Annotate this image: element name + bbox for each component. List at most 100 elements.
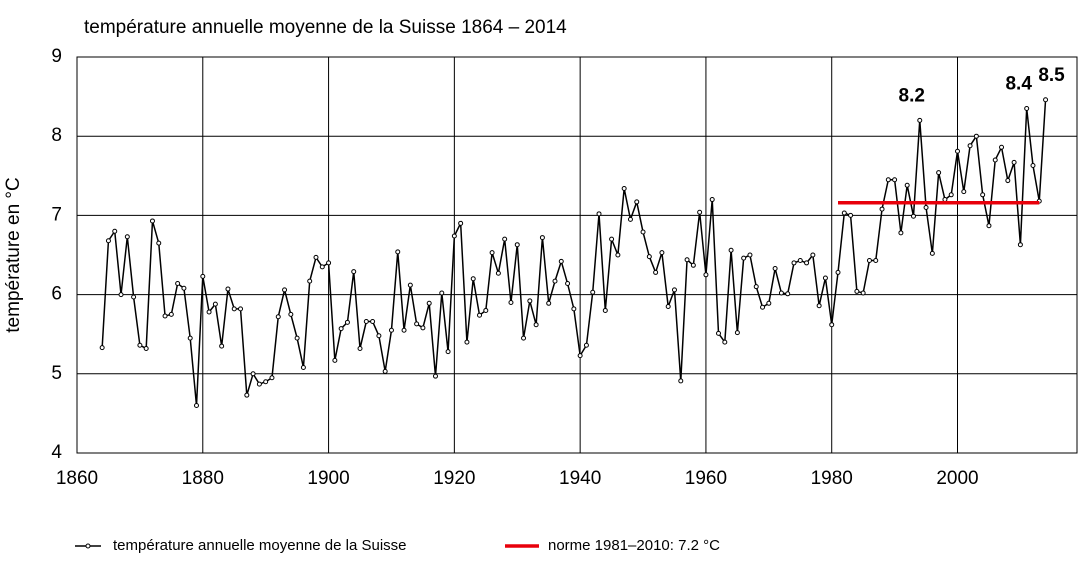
point — [942, 197, 948, 203]
point — [885, 177, 891, 183]
point — [697, 209, 703, 215]
point — [646, 254, 652, 260]
point — [1043, 97, 1049, 103]
annotation: 8.4 — [1005, 73, 1032, 94]
legend-label: norme 1981–2010: 7.2 °C — [548, 537, 720, 554]
point — [980, 192, 986, 198]
point — [269, 375, 275, 381]
point — [848, 212, 854, 218]
point — [716, 330, 722, 336]
x-tick-label: 1900 — [307, 468, 349, 489]
point — [703, 272, 709, 278]
point — [684, 257, 690, 263]
point — [363, 319, 369, 325]
point — [275, 314, 281, 320]
point — [231, 306, 237, 312]
point — [124, 234, 130, 240]
point — [175, 281, 181, 287]
point — [653, 269, 659, 275]
point — [791, 260, 797, 266]
point — [892, 177, 898, 183]
point — [458, 220, 464, 226]
point — [822, 275, 828, 281]
point — [835, 269, 841, 275]
point — [263, 379, 269, 385]
point — [344, 319, 350, 325]
point — [149, 218, 155, 224]
point — [426, 300, 432, 306]
point — [640, 229, 646, 235]
point — [187, 335, 193, 341]
point — [634, 199, 640, 205]
x-tick-label: 1860 — [56, 468, 98, 489]
point — [816, 303, 822, 309]
point — [250, 371, 256, 377]
point — [313, 254, 319, 260]
point — [948, 192, 954, 198]
point — [829, 322, 835, 328]
point — [212, 301, 218, 307]
x-tick-label: 1960 — [685, 468, 727, 489]
point — [690, 262, 696, 268]
point — [772, 265, 778, 271]
point — [602, 307, 608, 313]
point — [206, 309, 212, 315]
point — [1017, 242, 1023, 248]
point — [967, 143, 973, 149]
x-tick-label: 1940 — [559, 468, 601, 489]
point — [917, 117, 923, 123]
point — [904, 182, 910, 188]
point — [986, 223, 992, 229]
point — [627, 216, 633, 222]
point — [143, 345, 149, 351]
annotation: 8.2 — [899, 85, 925, 106]
point — [590, 289, 596, 295]
y-axis-label: température en °C — [3, 177, 24, 332]
y-tick-label: 8 — [51, 125, 62, 146]
point — [225, 286, 231, 292]
point — [99, 345, 105, 351]
y-tick-label: 6 — [51, 284, 62, 305]
point — [923, 204, 929, 210]
legend-label: température annuelle moyenne de la Suiss… — [113, 537, 407, 554]
point — [728, 247, 734, 253]
point — [105, 238, 111, 244]
point — [319, 264, 325, 270]
point — [401, 327, 407, 333]
point — [659, 250, 665, 256]
point — [741, 255, 747, 261]
legend-marker — [85, 543, 91, 549]
point — [747, 252, 753, 258]
point — [332, 357, 338, 363]
point — [282, 287, 288, 293]
point — [785, 291, 791, 297]
chart-title: température annuelle moyenne de la Suiss… — [84, 17, 567, 38]
point — [621, 185, 627, 191]
point — [753, 284, 759, 290]
point — [546, 300, 552, 306]
point — [256, 381, 262, 387]
point — [539, 235, 545, 241]
point — [483, 307, 489, 313]
point — [766, 300, 772, 306]
point — [810, 252, 816, 258]
point — [936, 170, 942, 176]
point — [1005, 178, 1011, 184]
point — [370, 319, 376, 325]
point — [451, 233, 457, 239]
point — [200, 273, 206, 279]
point — [112, 228, 118, 234]
point — [464, 339, 470, 345]
point — [338, 326, 344, 332]
point — [477, 312, 483, 318]
point — [502, 236, 508, 242]
point — [565, 281, 571, 287]
point — [357, 345, 363, 351]
point — [527, 298, 533, 304]
point — [181, 285, 187, 291]
point — [219, 343, 225, 349]
point — [238, 306, 244, 312]
point — [388, 327, 394, 333]
x-tick-label: 1920 — [433, 468, 475, 489]
